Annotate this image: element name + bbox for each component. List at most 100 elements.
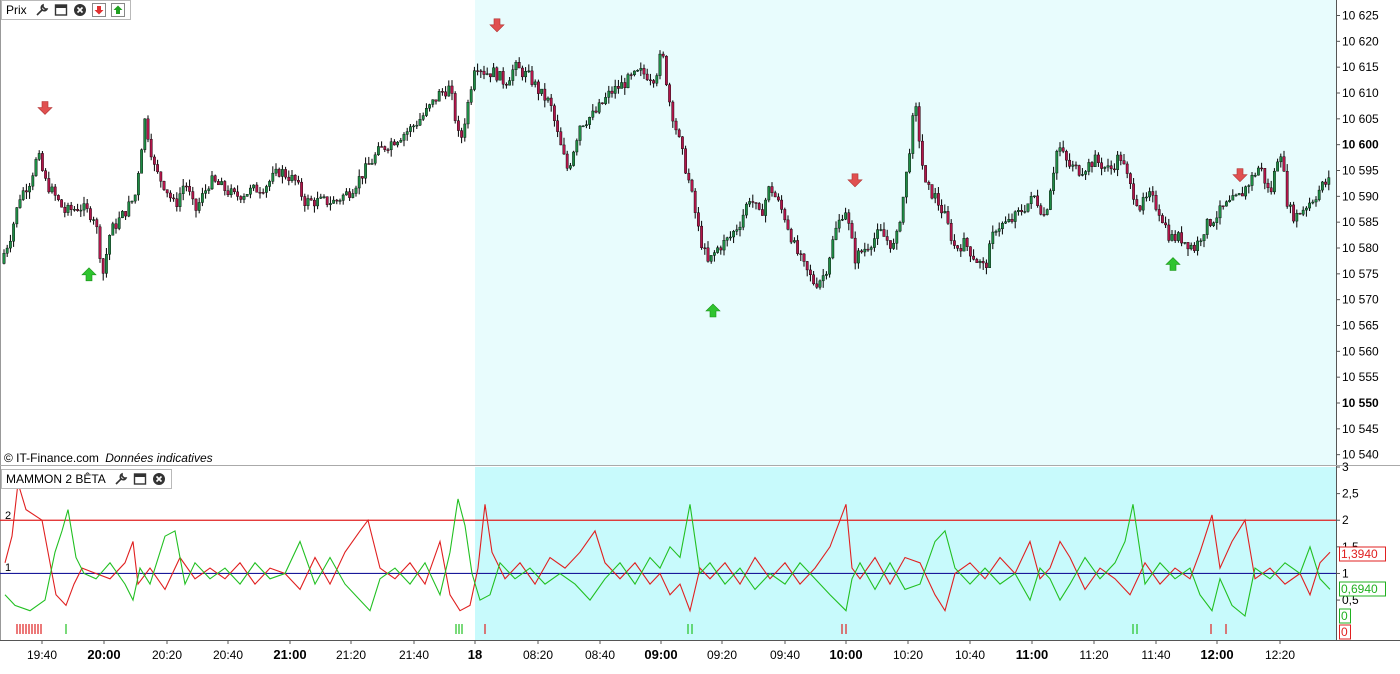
candle-body: [617, 86, 620, 89]
candle-body: [1256, 167, 1260, 176]
candle-body: [69, 204, 73, 210]
candle-body: [274, 168, 278, 174]
candle-body: [184, 185, 188, 188]
window-icon[interactable]: [132, 471, 148, 487]
candle-body: [524, 71, 528, 78]
candle-body: [1189, 244, 1193, 250]
candle-body: [28, 185, 31, 193]
candle-body: [364, 163, 367, 179]
candle-body: [210, 175, 214, 190]
time-tick-label: 12:20: [1265, 648, 1295, 662]
indicator-panel-header: MAMMON 2 BÊTA: [1, 469, 172, 489]
price-tick-label: 10 555: [1342, 370, 1379, 384]
session-background: [475, 0, 1336, 465]
candle-body: [140, 149, 143, 174]
candle-body: [895, 230, 899, 244]
time-tick-label: 19:40: [27, 648, 57, 662]
candle-body: [1231, 195, 1235, 201]
candle-body: [197, 202, 201, 211]
candle-body: [1103, 166, 1107, 169]
candle-body: [418, 119, 422, 126]
candle-body: [1001, 222, 1004, 230]
candle-body: [322, 196, 326, 198]
indicator-panel-title: MAMMON 2 BÊTA: [6, 472, 106, 486]
candle-body: [591, 110, 595, 118]
candle-body: [1148, 191, 1152, 198]
candle-body: [722, 240, 726, 251]
candle-body: [866, 248, 870, 251]
candle-body: [578, 125, 582, 141]
candle-body: [1023, 211, 1027, 213]
price-panel-header: Prix: [1, 0, 131, 20]
candle-body: [1144, 196, 1148, 199]
candle-body: [239, 196, 243, 200]
candle-body: [143, 118, 147, 150]
candle-body: [549, 97, 553, 106]
candle-body: [271, 172, 275, 182]
candle-body: [367, 163, 371, 165]
candle-body: [85, 203, 89, 209]
candle-body: [18, 199, 22, 208]
candle-body: [373, 154, 377, 164]
candle-body: [613, 86, 617, 94]
candle-body: [453, 93, 457, 121]
candle-body: [988, 243, 992, 268]
candle-body: [460, 130, 463, 138]
candle-body: [1276, 161, 1280, 172]
candle-body: [834, 227, 838, 240]
candle-body: [396, 141, 399, 146]
candle-body: [537, 81, 540, 94]
wrench-icon[interactable]: [34, 2, 50, 18]
candle-body: [5, 247, 9, 254]
candle-body: [1301, 209, 1305, 215]
candle-body: [1132, 183, 1136, 200]
candle-body: [540, 88, 544, 94]
candle-body: [431, 99, 435, 105]
close-icon[interactable]: [151, 471, 167, 487]
candle-body: [108, 235, 112, 255]
add-order-up-icon[interactable]: [110, 2, 126, 18]
indicator-red-series: [4, 482, 1331, 613]
candle-body: [466, 102, 470, 125]
candle-body: [969, 246, 972, 257]
candle-body: [405, 131, 409, 135]
candle-body: [585, 124, 588, 127]
add-order-down-icon[interactable]: [91, 2, 107, 18]
value-badge: [1339, 546, 1386, 562]
value-badge: [1339, 581, 1386, 597]
window-icon[interactable]: [53, 2, 69, 18]
candle-body: [354, 187, 358, 194]
candle-body: [937, 193, 940, 206]
candle-body: [1112, 168, 1116, 171]
close-icon[interactable]: [72, 2, 88, 18]
candle-body: [892, 243, 896, 249]
candle-body: [444, 91, 447, 97]
candle-body: [165, 189, 169, 194]
candle-body: [88, 208, 92, 220]
candle-body: [1285, 171, 1289, 207]
wrench-icon[interactable]: [113, 471, 129, 487]
candle-body: [991, 231, 995, 244]
candle-body: [498, 71, 502, 81]
candle-body: [687, 172, 691, 181]
candle-body: [1087, 162, 1091, 172]
candle-body: [428, 104, 431, 109]
candle-body: [569, 165, 572, 169]
candle-body: [953, 240, 956, 246]
candle-body: [1279, 156, 1283, 163]
candle-body: [495, 67, 499, 81]
candle-body: [31, 175, 35, 187]
candle-body: [1192, 244, 1196, 251]
candle-body: [581, 125, 585, 128]
candle-body: [1080, 174, 1084, 176]
candle-body: [1090, 162, 1094, 167]
candle-body: [37, 153, 41, 160]
candle-body: [809, 269, 812, 276]
price-panel-title: Prix: [6, 3, 27, 17]
value-badge: [1339, 608, 1351, 624]
candle-body: [268, 181, 271, 187]
candle-body: [1068, 159, 1072, 167]
price-tick-label: 10 560: [1342, 344, 1379, 358]
candle-body: [713, 252, 716, 256]
